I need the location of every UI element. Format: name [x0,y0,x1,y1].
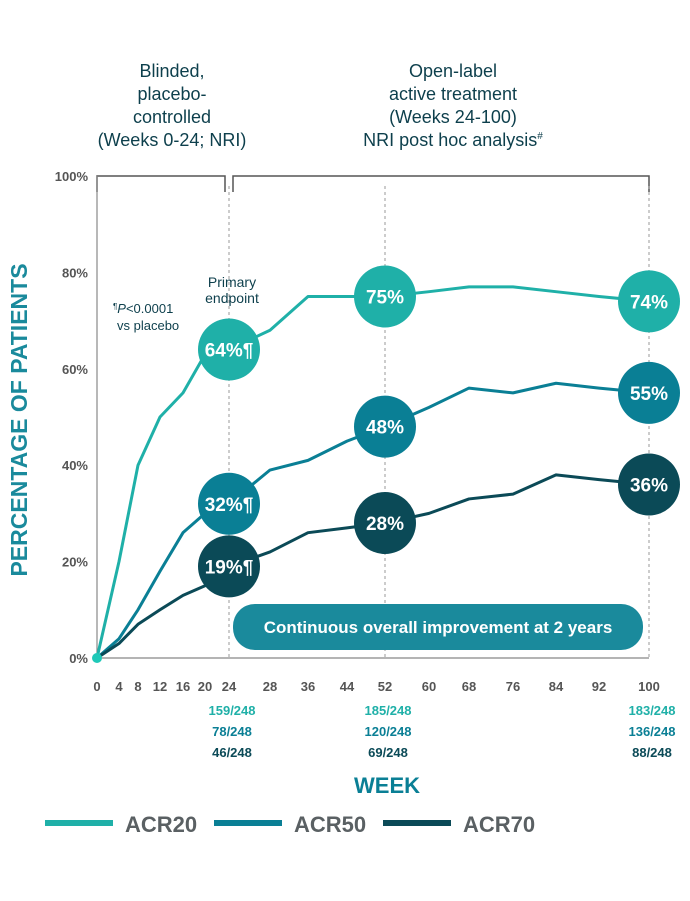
acr50-marker-label: 48% [366,418,404,439]
x-tick-label: 8 [134,679,141,694]
period-header-line: (Weeks 24-100) [389,107,517,127]
x-tick-label: 24 [222,679,237,694]
acr20-count: 159/248 [209,703,256,718]
acr50-count: 78/248 [212,724,252,739]
superscript-mark: # [537,131,543,142]
y-axis-title: PERCENTAGE OF PATIENTS [6,263,32,576]
y-tick-label: 60% [62,362,88,377]
acr70-legend-label: ACR70 [463,812,535,837]
acr20-marker-label: 74% [630,292,668,313]
banner-text: Continuous overall improvement at 2 year… [264,618,613,637]
period-header-line: placebo- [137,84,206,104]
x-tick-label: 36 [301,679,315,694]
acr70-count: 69/248 [368,745,408,760]
series-lines [92,285,650,663]
pvalue-p: P [117,301,126,316]
pvalue-note-line2: vs placebo [117,318,179,333]
banner-box [233,604,643,650]
acr70-marker-label: 28% [366,514,404,535]
acr70-marker-label: 36% [630,475,668,496]
acr50-legend-label: ACR50 [294,812,366,837]
acr20-count: 183/248 [629,703,676,718]
x-tick-label: 12 [153,679,167,694]
acr20-marker [198,318,260,381]
acr20-count: 185/248 [365,703,412,718]
x-tick-label: 92 [592,679,606,694]
acr50-line [96,381,650,660]
x-tick-label: 4 [115,679,123,694]
x-tick-label: 100 [638,679,660,694]
acr70-count: 88/248 [632,745,672,760]
x-tick-label: 28 [263,679,277,694]
period-header-line: (Weeks 0-24; NRI) [98,130,247,150]
acr70-marker [198,535,260,598]
acr50-marker-label: 55% [630,384,668,405]
acr50-marker [618,361,680,424]
x-axis-title: WEEK [354,773,420,798]
acr70-marker [354,492,416,555]
y-tick-label: 100% [55,169,89,184]
x-tick-label: 20 [198,679,212,694]
period-headers: Blinded, placebo-controlled (Weeks 0-24; N… [98,61,544,150]
y-tick-label: 40% [62,458,88,473]
primary-endpoint-label: Primary [208,274,256,290]
acr70-marker [618,453,680,516]
pvalue-note: ¶P<0.0001 [113,301,173,316]
x-tick-label: 16 [176,679,190,694]
period-header-line: Open-label [409,61,497,81]
banner: Continuous overall improvement at 2 year… [233,604,643,650]
acr50-marker [354,395,416,458]
period-header-line: Blinded, [139,61,204,81]
acr20-marker [618,270,680,333]
x-tick-label: 68 [462,679,476,694]
period-header-line: controlled [133,107,211,127]
y-tick-label: 80% [62,265,88,280]
x-tick-label: 0 [93,679,100,694]
acr50-marker [198,472,260,535]
legend: ACR20 ACR50 ACR70 [45,812,535,837]
acr50-marker-label: 32%¶ [205,495,254,516]
pvalue-text: <0.0001 [126,301,173,316]
bracket-blinded [96,175,226,192]
acr70-count: 46/248 [212,745,252,760]
bracket-open-label [232,175,650,192]
acr20-marker-label: 75% [366,288,404,309]
reference-lines [228,186,650,658]
axes: 0% 20% 40% 60% 80% 100% 0 4 8 12 16 20 24 28 36 44 52 60 6… [55,169,660,694]
acr20-legend-label: ACR20 [125,812,197,837]
acr50-count: 120/248 [365,724,412,739]
pvalue-mark: ¶ [113,302,117,311]
x-tick-label: 44 [340,679,355,694]
acr20-marker [354,265,416,328]
x-tick-label: 84 [549,679,564,694]
period-brackets [96,175,650,192]
period-header-line: NRI post hoc analysis# [363,130,543,150]
period-header-line: active treatment [389,84,517,104]
primary-endpoint-label: endpoint [205,290,259,306]
acr20-marker-label: 64%¶ [205,341,254,362]
patient-counts: 159/248 78/248 46/248 185/248 120/248 69/248 1… [209,703,676,760]
x-tick-label: 76 [506,679,520,694]
y-tick-label: 20% [62,555,88,570]
acr20-line [95,285,650,659]
acr50-count: 136/248 [629,724,676,739]
y-tick-label: 0% [69,651,88,666]
acr70-marker-label: 19%¶ [205,557,254,578]
origin-point [92,653,102,663]
x-tick-label: 60 [422,679,436,694]
series-markers: 64%¶ 75% 74% 32%¶ 48% 55% 19%¶ 28% 36% [198,265,680,598]
acr70-line [96,473,650,660]
x-tick-label: 52 [378,679,392,694]
